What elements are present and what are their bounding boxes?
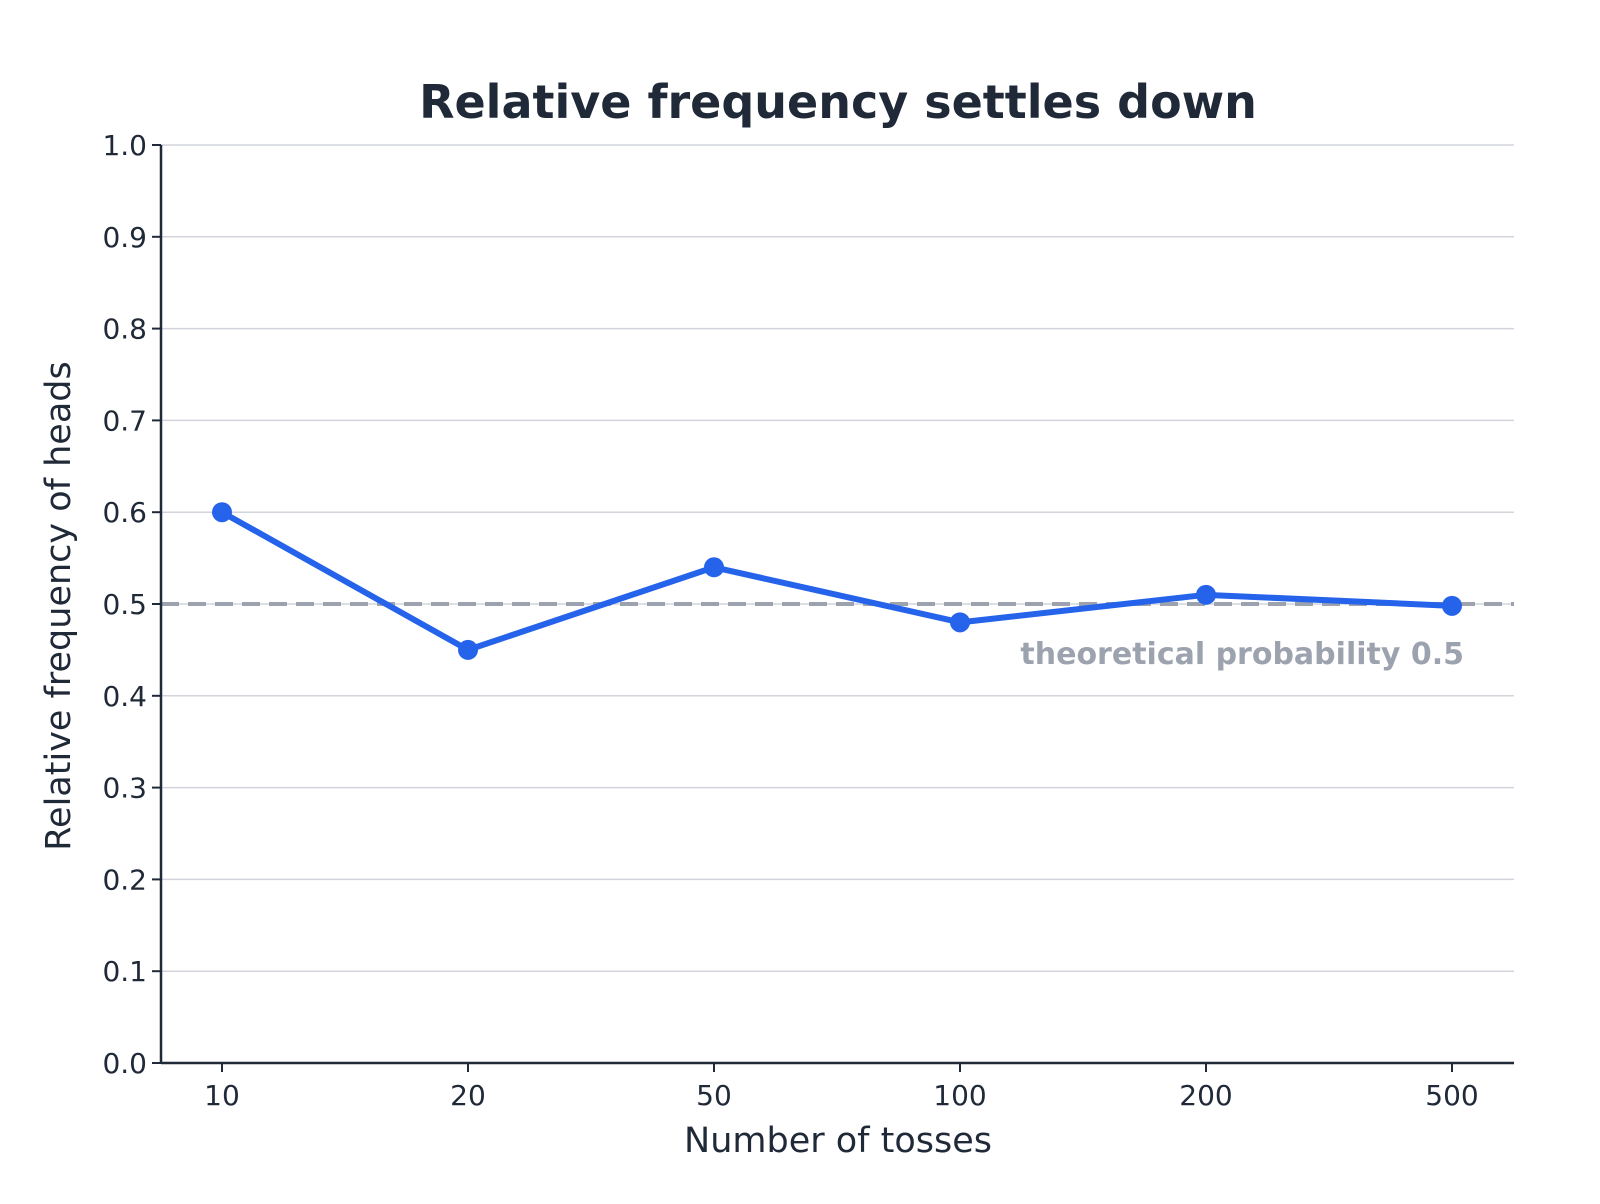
- y-tick-label: 0.2: [102, 863, 147, 896]
- data-point: [212, 502, 232, 523]
- x-axis-label: Number of tosses: [684, 1121, 992, 1161]
- y-tick-label: 0.7: [102, 404, 147, 437]
- x-tick-label: 50: [696, 1079, 732, 1112]
- x-tick-label: 500: [1425, 1079, 1478, 1112]
- y-tick-label: 0.8: [102, 313, 147, 346]
- y-tick-label: 0.0: [102, 1047, 147, 1080]
- data-point: [458, 639, 478, 660]
- series-layer: [212, 502, 1462, 660]
- chart-title: Relative frequency settles down: [419, 75, 1257, 129]
- data-point: [1442, 595, 1462, 616]
- data-point: [704, 557, 724, 578]
- axes-layer: [152, 144, 1514, 1072]
- x-tick-labels: 10 20 50 100 200 500: [204, 1079, 1479, 1112]
- y-tick-label: 0.1: [102, 955, 147, 988]
- y-tick-label: 0.9: [102, 221, 147, 254]
- x-tick-label: 100: [933, 1079, 986, 1112]
- y-tick-label: 0.6: [102, 496, 147, 529]
- y-tick-label: 0.3: [102, 772, 147, 805]
- y-tick-label: 1.0: [102, 129, 147, 162]
- x-tick-label: 20: [450, 1079, 486, 1112]
- reference-line-label: theoretical probability 0.5: [1020, 637, 1464, 672]
- data-point: [1196, 584, 1216, 605]
- series-line: [219, 509, 1455, 653]
- y-tick-label: 0.5: [102, 588, 147, 621]
- x-tick-label: 200: [1179, 1079, 1232, 1112]
- y-tick-label: 0.4: [102, 680, 147, 713]
- y-tick-labels: 0.0 0.1 0.2 0.3 0.4 0.5 0.6 0.7 0.8 0.9 1.0: [102, 129, 147, 1080]
- x-tick-label: 10: [204, 1079, 240, 1112]
- data-point: [950, 612, 970, 633]
- y-axis-label: Relative frequency of heads: [39, 361, 79, 850]
